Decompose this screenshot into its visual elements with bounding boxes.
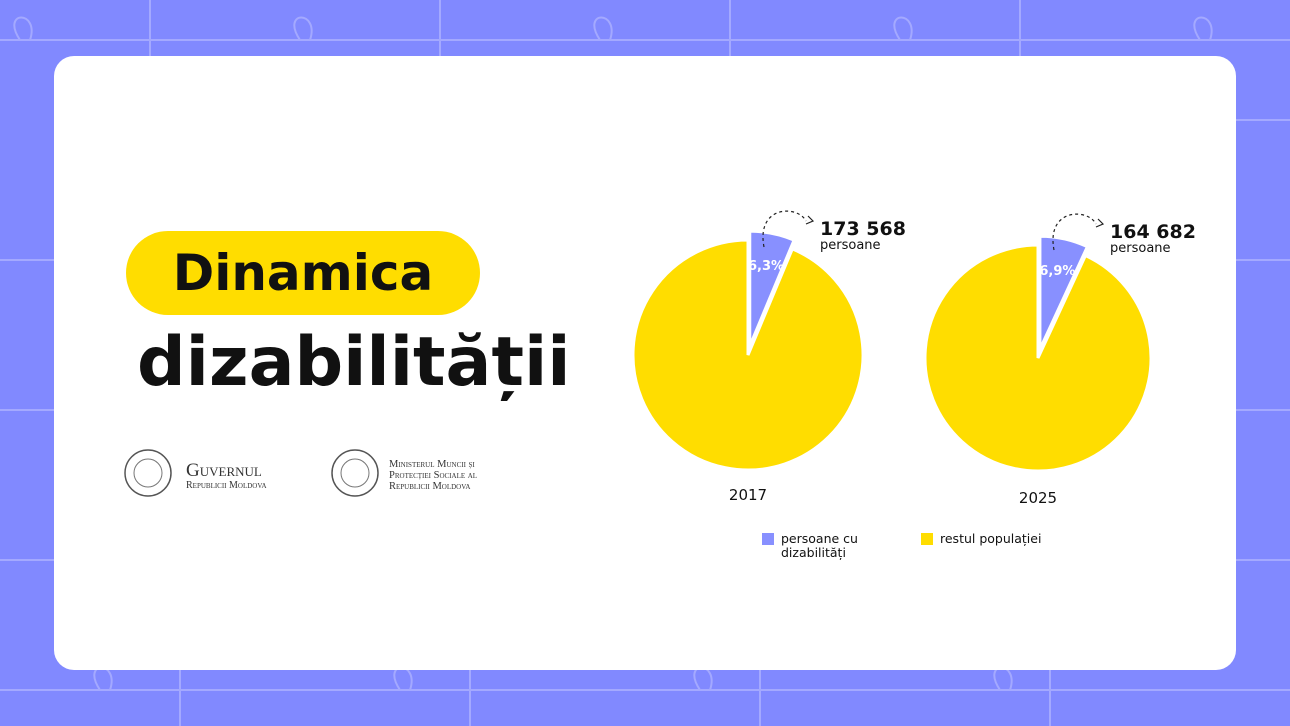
legend-line: dizabilități	[781, 545, 846, 560]
badge	[126, 231, 480, 315]
logo-government: Guvernul Republicii Moldova	[124, 449, 267, 497]
legend-label: restul populației	[940, 531, 1041, 546]
badge-text: Dinamica	[173, 244, 434, 302]
pie-slice	[1038, 234, 1090, 350]
slice-label: 6,9%	[1039, 264, 1075, 279]
pie-slice	[748, 229, 797, 347]
emblem	[340, 458, 370, 488]
logo-text: Republicii Moldova	[389, 481, 470, 492]
annotation-arrow	[1052, 213, 1097, 251]
annotation-unit: persoane	[1110, 241, 1171, 256]
title: dizabilității	[137, 323, 571, 402]
emblem	[331, 449, 379, 497]
annotation-arrowhead	[1095, 218, 1105, 228]
legend-line: persoane cu	[781, 531, 858, 546]
logo-text: Protecției Sociale al	[389, 470, 477, 481]
annotation-arrow	[762, 210, 807, 248]
logo-text: Guvernul	[186, 460, 262, 481]
annotation-arrowhead	[805, 215, 815, 225]
legend-swatch	[762, 533, 774, 545]
pie-title: 2017	[729, 486, 767, 504]
slice-label: 6,3%	[748, 259, 784, 274]
logo-ministry: Ministerul Muncii și Protecției Sociale …	[331, 449, 477, 497]
emblem	[133, 458, 163, 488]
pie-title: 2025	[1019, 489, 1057, 507]
emblem	[124, 449, 172, 497]
legend-swatch	[921, 533, 933, 545]
pie-slice	[631, 238, 865, 472]
logo-text: Republicii Moldova	[186, 480, 267, 491]
pie-slice	[923, 243, 1153, 473]
annotation-unit: persoane	[820, 238, 881, 253]
legend-label: persoane cu dizabilități	[781, 531, 858, 560]
logo-text: Ministerul Muncii și	[389, 459, 475, 470]
annotation-value: 173 568	[820, 218, 906, 240]
annotation-value: 164 682	[1110, 221, 1196, 243]
